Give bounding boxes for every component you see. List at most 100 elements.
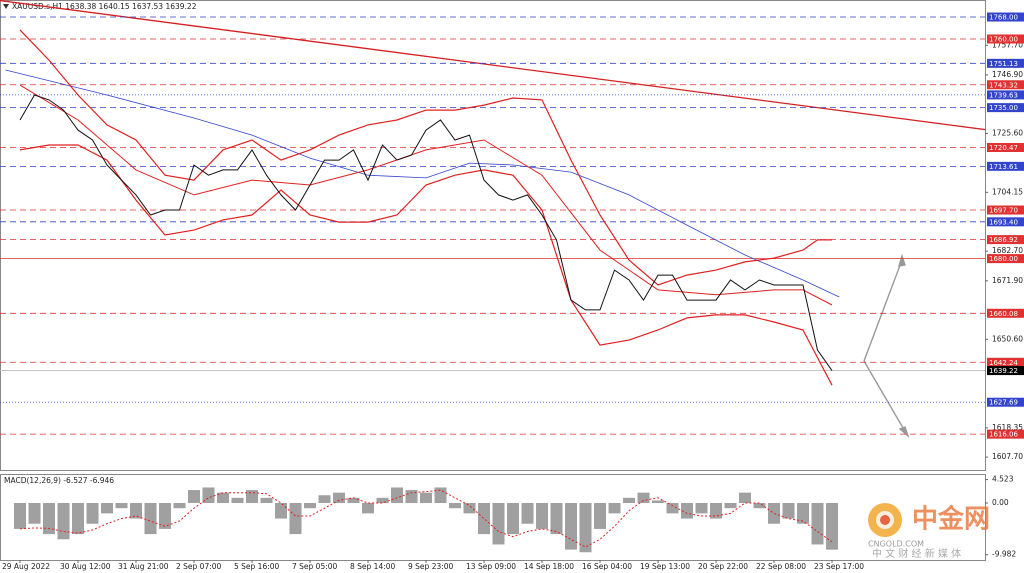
x-tick-label: 29 Aug 2022	[2, 562, 50, 571]
y-tick-label: 1607.70	[992, 452, 1023, 461]
x-tick-label: 22 Sep 08:00	[756, 562, 806, 571]
level-label: 1751.13	[989, 60, 1018, 68]
macd-bar	[594, 503, 607, 529]
level-label-box	[987, 235, 1024, 245]
macd-bar	[550, 503, 563, 535]
y-tick-label: 1618.35	[992, 423, 1023, 432]
y-tick-label: -9.982	[992, 550, 1016, 559]
macd-bar	[115, 503, 128, 509]
series-line	[19, 94, 833, 371]
level-label: 1616.06	[989, 431, 1018, 439]
macd-bar	[753, 503, 766, 509]
level-label: 1693.40	[989, 218, 1018, 226]
watermark-site: CNGOLD.COM	[868, 540, 924, 549]
macd-bar	[159, 503, 172, 529]
x-tick-label: 7 Sep 05:00	[292, 562, 338, 571]
y-tick-label: 1650.60	[992, 334, 1023, 343]
level-label-box	[987, 308, 1024, 318]
macd-bar	[289, 503, 302, 535]
price-panel	[0, 0, 986, 471]
trend-line	[0, 0, 986, 131]
chart-title: XAUUSD.s,H1 1638.38 1640.15 1637.53 1639…	[12, 2, 197, 11]
level-label-box	[987, 80, 1024, 90]
x-tick-label: 13 Sep 09:00	[466, 562, 516, 571]
macd-bar	[275, 503, 288, 519]
level-label: 1735.00	[989, 104, 1018, 112]
macd-bar	[782, 503, 795, 519]
macd-bar	[695, 503, 708, 514]
level-label: 1720.47	[989, 144, 1018, 152]
macd-bar	[28, 503, 41, 524]
macd-bar	[463, 503, 476, 514]
collapse-icon	[3, 4, 9, 9]
macd-bar	[652, 500, 665, 504]
level-label: 1680.00	[989, 255, 1018, 263]
level-label: 1686.92	[989, 236, 1018, 244]
macd-bar	[768, 503, 781, 524]
macd-bar	[260, 497, 273, 504]
macd-bar	[434, 487, 447, 504]
level-label-box	[987, 161, 1024, 171]
level-label: 1697.70	[989, 207, 1018, 215]
level-label: 1627.69	[989, 399, 1018, 407]
level-label-box	[987, 205, 1024, 215]
y-tick-label: 4.523	[992, 475, 1014, 484]
macd-bar	[811, 503, 824, 545]
macd-bar	[231, 497, 244, 504]
level-label-box	[987, 58, 1024, 68]
macd-bar	[565, 503, 578, 550]
level-label-box	[987, 397, 1024, 407]
level-label-box	[987, 429, 1024, 439]
macd-bar	[202, 487, 215, 504]
level-label-box	[987, 217, 1024, 227]
macd-bar	[681, 503, 694, 519]
macd-bar	[623, 497, 636, 504]
macd-bar	[144, 503, 157, 535]
macd-bar	[347, 497, 360, 504]
series-line	[19, 29, 832, 286]
macd-bar	[420, 492, 433, 504]
y-tick-label: 1704.15	[992, 187, 1023, 196]
macd-bar	[173, 503, 186, 509]
series-line	[5, 69, 840, 298]
macd-bar	[637, 492, 650, 504]
y-tick-label: 1671.90	[992, 276, 1023, 285]
macd-bar	[710, 503, 723, 519]
level-label-box	[987, 254, 1024, 264]
level-label: 1639.22	[989, 367, 1018, 375]
level-label-box	[987, 12, 1024, 22]
level-label-box	[987, 366, 1024, 376]
macd-bar	[101, 503, 114, 514]
x-tick-label: 5 Sep 16:00	[234, 562, 280, 571]
macd-bar	[739, 492, 752, 504]
macd-bar	[86, 503, 99, 524]
macd-title: MACD(12,26,9) -6.527 -6.946	[4, 476, 114, 485]
macd-bar	[391, 487, 404, 504]
y-tick-label: 1682.70	[992, 246, 1023, 255]
macd-bar	[376, 497, 389, 504]
x-tick-label: 14 Sep 18:00	[524, 562, 574, 571]
level-label: 1760.00	[989, 35, 1018, 43]
macd-bar	[318, 495, 331, 504]
macd-bar	[14, 503, 27, 529]
level-label: 1739.63	[989, 91, 1018, 99]
macd-bar	[536, 503, 549, 529]
x-tick-label: 16 Sep 04:00	[582, 562, 632, 571]
macd-panel	[0, 474, 986, 561]
macd-bar	[449, 503, 462, 509]
x-tick-label: 30 Aug 12:00	[60, 562, 111, 571]
level-label-box	[987, 34, 1024, 44]
level-label: 1642.24	[989, 359, 1018, 367]
macd-bar	[492, 503, 505, 545]
macd-bar	[521, 503, 534, 524]
macd-bar	[579, 503, 592, 553]
x-tick-label: 20 Sep 22:00	[698, 562, 748, 571]
watermark-tagline: 中 文 财 经 新 媒 体	[872, 547, 961, 560]
series-line	[19, 84, 833, 306]
x-tick-label: 9 Sep 23:00	[408, 562, 454, 571]
macd-bar	[304, 503, 317, 509]
macd-bar	[217, 492, 230, 504]
series-line	[19, 144, 833, 386]
